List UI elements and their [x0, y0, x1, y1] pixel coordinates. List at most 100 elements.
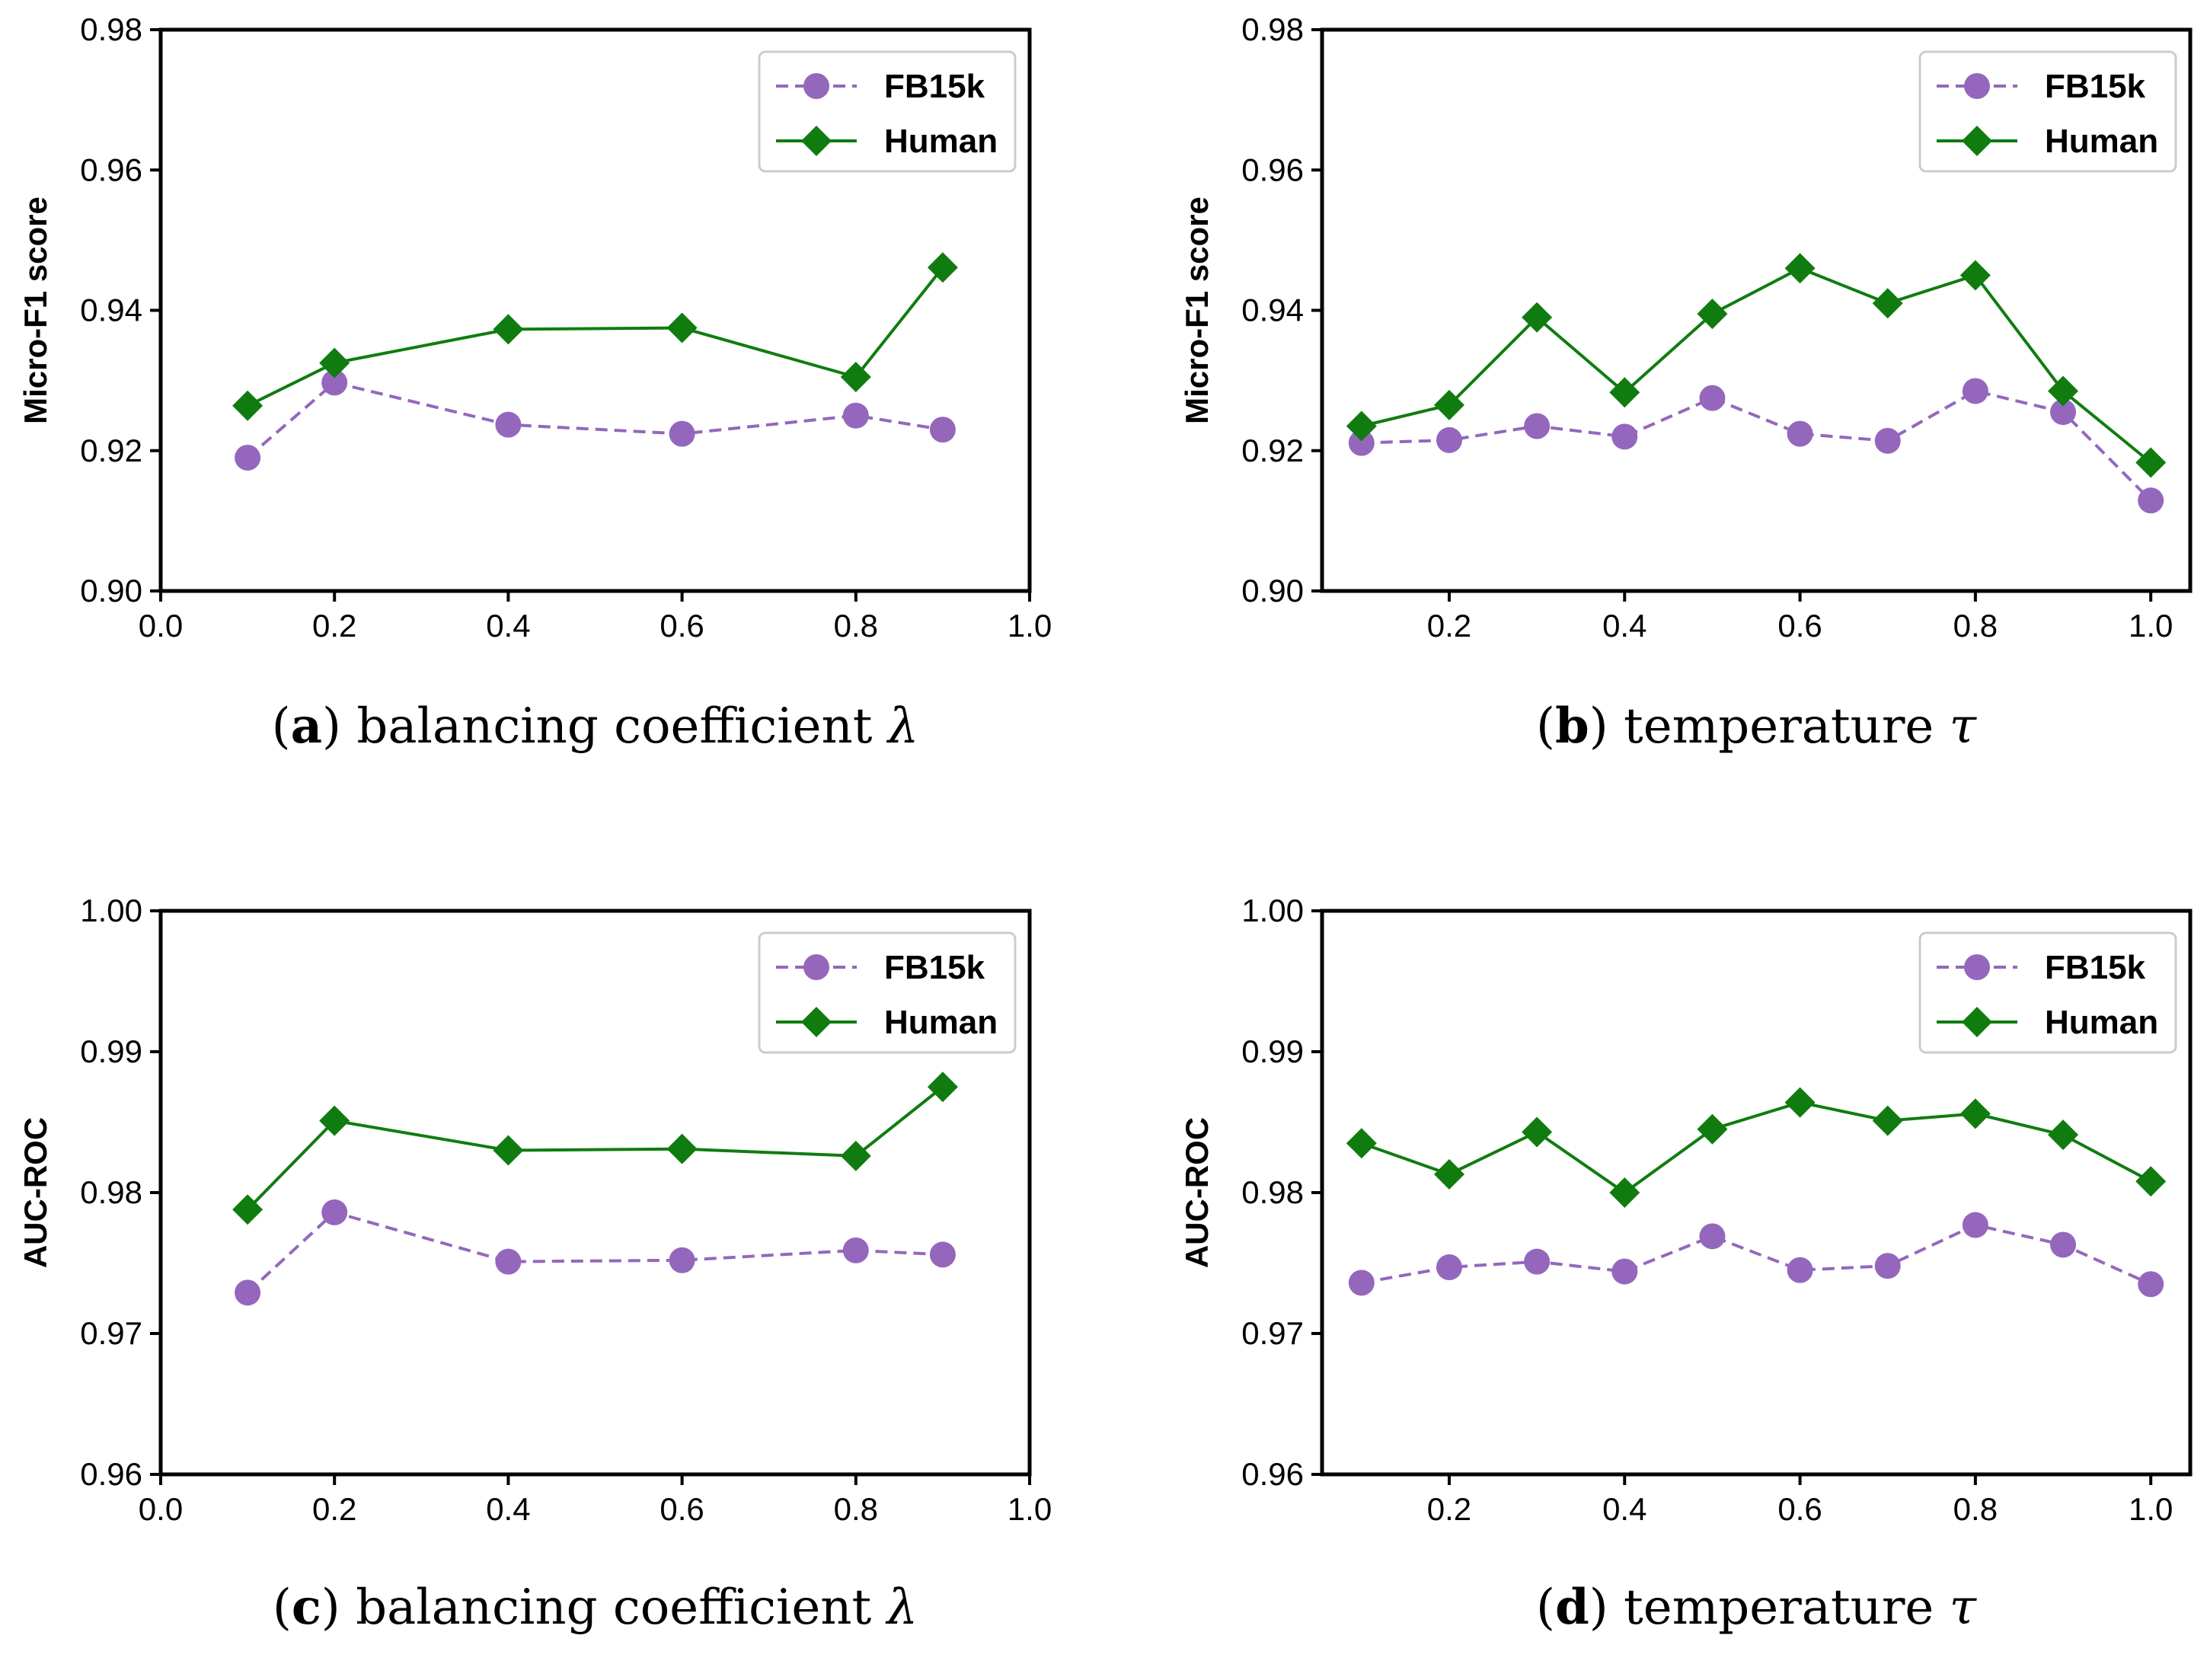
x-tick-label: 0.8	[1953, 1491, 1998, 1527]
data-point-human	[2048, 1119, 2079, 1151]
data-point-human	[493, 314, 524, 345]
series-line-human	[247, 267, 944, 407]
data-point-fb15k	[1787, 1257, 1813, 1283]
data-point-fb15k	[1787, 420, 1813, 447]
y-tick-label: 0.97	[80, 1315, 142, 1351]
x-tick-label: 1.0	[2129, 1491, 2173, 1527]
y-tick-label: 0.98	[1241, 11, 1304, 47]
caption-label: c	[292, 1579, 321, 1636]
data-point-human	[319, 1105, 350, 1136]
data-point-human	[1346, 410, 1377, 442]
legend-marker-fb15k	[803, 73, 829, 99]
caption-text: temperature	[1624, 698, 1950, 755]
y-axis-label: Micro-F1 score	[18, 196, 53, 424]
chart-panel-c: 0.96 0.97 0.98 0.99 1.00 0.0 0.2 0.4 0.6 0.8 1.0 AU…	[18, 893, 1052, 1636]
y-tick-label: 1.00	[80, 893, 142, 928]
caption-label: a	[291, 698, 322, 755]
y-tick-label: 0.94	[80, 292, 142, 328]
data-point-fb15k	[669, 1247, 695, 1273]
y-axis-label: Micro-F1 score	[1179, 196, 1215, 424]
data-point-human	[2135, 1166, 2167, 1197]
data-point-fb15k	[1962, 1212, 1988, 1238]
data-point-fb15k	[2138, 1271, 2164, 1298]
y-tick-label: 0.98	[1241, 1174, 1304, 1210]
data-point-fb15k	[842, 402, 869, 429]
y-axis-label: AUC-ROC	[18, 1117, 53, 1268]
data-point-human	[493, 1135, 524, 1166]
caption-open-paren: (	[1536, 1579, 1555, 1636]
series-line-fb15k	[1361, 389, 2152, 502]
y-tick-label: 0.97	[1241, 1315, 1304, 1351]
data-point-fb15k	[842, 1237, 869, 1263]
data-point-fb15k	[1699, 385, 1726, 411]
data-point-human	[666, 1133, 698, 1164]
legend: FB15k Human	[1918, 50, 2177, 173]
x-tick-label: 0.8	[834, 1491, 878, 1527]
data-point-human	[232, 1194, 263, 1225]
x-tick-label: 1.0	[1008, 608, 1052, 644]
x-tick-label: 0.4	[1602, 1491, 1646, 1527]
x-tick-label: 0.4	[486, 1491, 530, 1527]
legend-marker-human	[1962, 1007, 1992, 1037]
data-point-fb15k	[1874, 1253, 1901, 1279]
y-tick-label: 0.96	[80, 1456, 142, 1492]
caption-label: b	[1555, 698, 1589, 755]
x-tick-label: 0.4	[1602, 608, 1646, 644]
series-line-human	[1361, 267, 2152, 464]
data-point-human	[2048, 375, 2079, 407]
data-point-fb15k	[1611, 423, 1638, 450]
caption-close-paren: )	[321, 1579, 356, 1636]
caption-symbol: τ	[1950, 1579, 1978, 1636]
chart-panel-b: 0.90 0.92 0.94 0.96 0.98 0.2 0.4 0.6 0.8 1.0 Micro…	[1179, 11, 2193, 755]
y-tick-label: 0.96	[80, 152, 142, 187]
data-point-human	[1433, 389, 1464, 420]
caption-open-paren: (	[272, 698, 291, 755]
caption-label: d	[1555, 1579, 1589, 1636]
y-tick-label: 0.92	[1241, 433, 1304, 468]
legend-label-human: Human	[2045, 123, 2158, 160]
caption-text: balancing coefficient	[356, 1579, 886, 1636]
legend-marker-human	[801, 126, 832, 156]
data-point-fb15k	[1699, 1223, 1726, 1250]
data-point-human	[1522, 1116, 1553, 1148]
caption-open-paren: (	[273, 1579, 292, 1636]
data-point-fb15k	[495, 1248, 522, 1275]
caption-symbol: λ	[886, 698, 919, 755]
data-point-human	[666, 312, 698, 343]
x-tick-label: 1.0	[2129, 608, 2173, 644]
caption-close-paren: )	[1589, 698, 1624, 755]
data-point-fb15k	[1524, 1248, 1551, 1275]
data-point-human	[1872, 1105, 1903, 1136]
caption-text: temperature	[1624, 1579, 1950, 1636]
data-point-fb15k	[1436, 1254, 1462, 1281]
legend-label-fb15k: FB15k	[2045, 949, 2146, 986]
x-tick-label: 0.6	[1777, 608, 1822, 644]
data-point-fb15k	[321, 1199, 348, 1225]
x-tick-label: 0.0	[139, 608, 183, 644]
x-tick-label: 0.6	[660, 608, 704, 644]
legend: FB15k Human	[1918, 931, 2177, 1054]
data-point-human	[232, 390, 263, 421]
panel-caption: (a) balancing coefficient λ	[272, 698, 919, 755]
caption-symbol: τ	[1950, 698, 1978, 755]
y-axis-label: AUC-ROC	[1179, 1117, 1215, 1268]
x-tick-label: 0.2	[312, 1491, 356, 1527]
data-point-fb15k	[2050, 1231, 2077, 1258]
data-point-human	[1609, 377, 1640, 408]
data-point-human	[2135, 447, 2167, 478]
data-point-fb15k	[2050, 399, 2077, 426]
data-point-fb15k	[1611, 1258, 1638, 1285]
x-tick-label: 0.6	[660, 1491, 704, 1527]
y-tick-label: 0.99	[1241, 1033, 1304, 1069]
legend-label-human: Human	[884, 123, 998, 160]
data-point-human	[1872, 288, 1903, 319]
legend-marker-human	[801, 1007, 832, 1037]
y-tick-label: 0.99	[80, 1033, 142, 1069]
y-tick-label: 0.96	[1241, 1456, 1304, 1492]
data-point-human	[1522, 302, 1553, 333]
y-tick-label: 0.98	[80, 1174, 142, 1210]
legend-marker-human	[1962, 126, 1992, 156]
data-point-human	[1433, 1158, 1464, 1190]
data-point-fb15k	[235, 1279, 261, 1306]
